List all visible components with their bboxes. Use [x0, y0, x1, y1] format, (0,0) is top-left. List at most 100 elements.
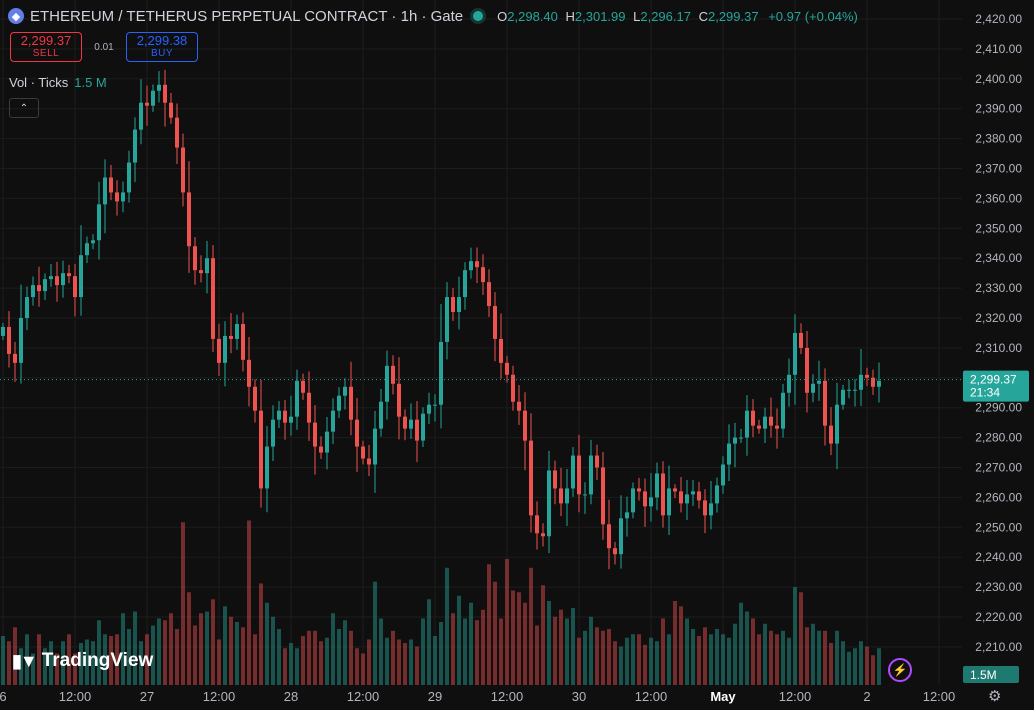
candle-body	[355, 419, 359, 447]
candle-body	[835, 404, 839, 444]
candle-body	[565, 488, 569, 504]
candle	[73, 264, 77, 317]
volume-bar	[175, 629, 179, 685]
candle	[19, 284, 23, 384]
volume-bar	[613, 641, 617, 685]
x-tick-label: 6	[0, 689, 7, 704]
candle	[565, 469, 569, 527]
candle	[355, 398, 359, 472]
candle-body	[151, 90, 155, 106]
volume-bar	[217, 639, 221, 685]
volume-bar	[25, 634, 29, 685]
candle	[499, 313, 503, 379]
candle	[157, 71, 161, 103]
candle	[415, 401, 419, 463]
candle	[733, 422, 737, 468]
volume-bar	[307, 630, 311, 685]
lightning-icon[interactable]: ⚡	[888, 658, 912, 682]
x-tick-label: 12:00	[779, 689, 812, 704]
volume-bar	[241, 627, 245, 685]
candle	[799, 323, 803, 354]
candle	[31, 276, 35, 306]
candle-body	[667, 488, 671, 516]
candle-body	[121, 192, 125, 202]
tradingview-logo[interactable]: ▮▼ TradingView	[12, 650, 153, 672]
candle	[841, 384, 845, 410]
candle	[493, 292, 497, 362]
candle-body	[37, 285, 41, 292]
volume-bar	[835, 630, 839, 685]
volume-bar	[409, 639, 413, 685]
candle	[223, 321, 227, 387]
candle-body	[265, 446, 269, 489]
candle	[805, 330, 809, 413]
gear-icon[interactable]: ⚙	[988, 688, 1002, 705]
candle-body	[145, 102, 149, 106]
volume-bar	[235, 622, 239, 685]
symbol-title[interactable]: ETHEREUM / TETHERUS PERPETUAL CONTRACT ·…	[30, 7, 464, 25]
candle-body	[865, 374, 869, 378]
candle-body	[853, 389, 857, 391]
candle-body	[553, 470, 557, 489]
collapse-legend-button[interactable]: ⌃	[9, 98, 39, 118]
volume-bar	[61, 641, 65, 685]
volume-bar	[187, 592, 191, 685]
candle-body	[169, 102, 173, 118]
volume-bar	[115, 634, 119, 685]
sell-button[interactable]: 2,299.37 SELL	[10, 32, 82, 62]
candle-body	[625, 512, 629, 519]
candle-body	[343, 386, 347, 396]
candle-body	[247, 359, 251, 387]
candle-body	[25, 297, 29, 318]
last-price-badge	[963, 370, 1029, 402]
candle-body	[139, 102, 143, 130]
candle-body	[523, 410, 527, 441]
volume-bar	[535, 625, 539, 685]
candle-body	[673, 488, 677, 492]
candle-body	[61, 273, 65, 286]
volume-bar	[589, 616, 593, 685]
candle-body	[331, 410, 335, 432]
volume-bar	[451, 613, 455, 685]
candle-body	[691, 491, 695, 495]
candle-body	[541, 533, 545, 537]
candle	[619, 495, 623, 569]
candle	[739, 428, 743, 444]
volume-legend[interactable]: Vol · Ticks 1.5 M	[9, 75, 107, 90]
volume-bar	[547, 601, 551, 685]
candle	[697, 481, 701, 509]
volume-bar	[391, 630, 395, 685]
candle-body	[115, 192, 119, 202]
candle	[451, 288, 455, 321]
candle	[589, 439, 593, 505]
logo-text: TradingView	[41, 650, 154, 671]
candle	[871, 369, 875, 395]
buy-button[interactable]: 2,299.38 BUY	[126, 32, 198, 62]
candle	[145, 85, 149, 126]
x-tick-label: 2	[863, 689, 870, 704]
candle-body	[193, 246, 197, 271]
candle	[379, 389, 383, 437]
candle-body	[763, 416, 767, 429]
candle	[367, 444, 371, 477]
volume-bar	[523, 602, 527, 685]
y-tick-label: 2,230.00	[975, 580, 1022, 594]
candle-body	[49, 276, 53, 280]
x-tick-label: 12:00	[347, 689, 380, 704]
candle	[811, 374, 815, 403]
candle	[679, 477, 683, 513]
volume-bar	[331, 613, 335, 685]
candle-body	[379, 401, 383, 429]
volume-bar	[607, 629, 611, 685]
volume-bar	[277, 629, 281, 685]
candle	[775, 408, 779, 449]
candle-body	[775, 425, 779, 429]
time-axis[interactable]: 6 12:00 27 12:00 28 12:00 29 12:00 30 12:00 May 12:…	[0, 689, 955, 704]
volume-bar	[211, 599, 215, 685]
volume-bar	[31, 653, 35, 685]
candle	[193, 237, 197, 285]
volume-bar	[733, 623, 737, 685]
price-axis[interactable]: 2,420.00 2,410.00 2,400.00 2,390.00 2,380.00…	[975, 12, 1022, 654]
candle-body	[469, 261, 473, 271]
